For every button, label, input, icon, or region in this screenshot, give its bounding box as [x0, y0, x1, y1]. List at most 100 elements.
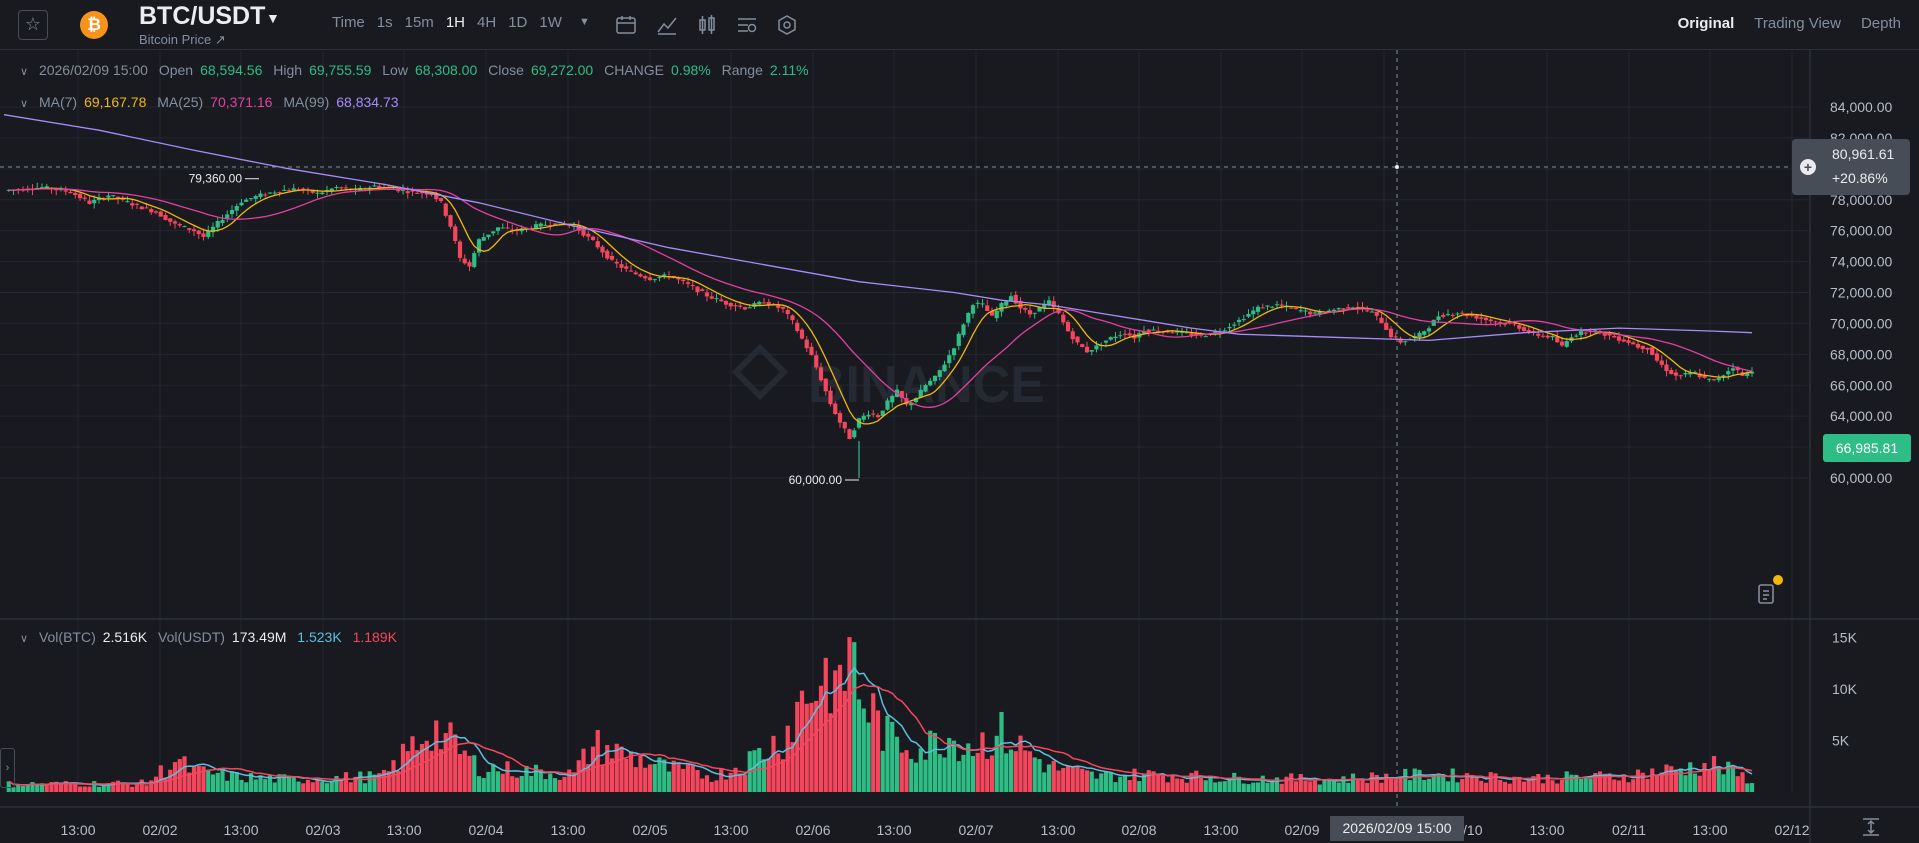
pair-title[interactable]: BTC/USDT	[139, 2, 266, 30]
volume-bar	[918, 748, 923, 792]
candlestick-chart[interactable]: 84,000.0082,000.0080,000.0078,000.0076,0…	[0, 50, 1919, 843]
x-tick-label: 13:00	[713, 822, 748, 838]
volume-bar	[628, 751, 634, 792]
collapse-chevron-icon[interactable]: ∨	[20, 66, 29, 78]
candle-body	[96, 197, 102, 201]
volume-bar	[733, 767, 738, 792]
volume-bar	[1669, 766, 1674, 792]
chart-type-icon[interactable]	[696, 14, 718, 36]
volume-bar	[1080, 768, 1085, 792]
volume-bar	[453, 734, 458, 792]
candle-body	[928, 380, 933, 386]
volume-bar	[1474, 777, 1479, 792]
candle-body	[875, 415, 881, 418]
candle-body	[1721, 375, 1726, 377]
expand-panel-chevron-icon[interactable]: ›	[0, 748, 15, 788]
add-alert-plus-icon[interactable]: +	[1800, 159, 1816, 175]
candle-body	[1521, 327, 1527, 332]
interval-1s[interactable]: 1s	[376, 14, 393, 31]
candle-body	[1075, 336, 1080, 343]
volume-bar	[1417, 769, 1422, 792]
candle-body	[1431, 319, 1436, 326]
volume-bar	[1597, 771, 1603, 792]
volume-bar	[842, 690, 847, 792]
interval-1d[interactable]: 1D	[508, 14, 528, 31]
volume-bar	[49, 782, 54, 792]
fit-scale-icon[interactable]	[1860, 816, 1882, 838]
volume-bar	[415, 750, 420, 792]
favorite-star-icon[interactable]: ☆	[18, 10, 48, 40]
volume-bar	[68, 783, 73, 792]
volume-bar	[576, 760, 581, 792]
candle-body	[201, 233, 206, 237]
candle-body	[1512, 323, 1517, 325]
volume-bar	[220, 768, 225, 792]
y-tick-label: 66,000.00	[1830, 377, 1892, 393]
volume-bar	[1127, 779, 1132, 792]
indicators-icon[interactable]	[656, 14, 678, 36]
low-value: 68,308.00	[414, 62, 478, 78]
volume-bar	[196, 765, 201, 792]
volume-bar	[296, 781, 301, 792]
pair-dropdown-caret-icon[interactable]: ▼	[266, 10, 280, 26]
candle-body	[1156, 330, 1161, 332]
volume-bar	[923, 759, 928, 792]
more-intervals-caret-icon[interactable]: ▼	[579, 16, 590, 28]
interval-1h[interactable]: 1H	[445, 14, 465, 31]
candle-body	[714, 298, 719, 300]
volume-bar	[723, 779, 729, 792]
volume-bar	[1745, 783, 1750, 792]
candle-body	[1046, 300, 1052, 306]
view-depth[interactable]: Depth	[1860, 15, 1901, 32]
candle-body	[472, 253, 477, 267]
volume-bar	[182, 756, 187, 792]
ma-collapse-chevron-icon[interactable]: ∨	[20, 98, 29, 110]
view-trading-view[interactable]: Trading View	[1754, 15, 1841, 32]
x-tick-label: 13:00	[386, 822, 421, 838]
volume-bar	[315, 779, 320, 792]
volume-bar	[1460, 779, 1465, 792]
date-range-icon[interactable]	[615, 14, 637, 36]
volume-bar	[1046, 764, 1052, 792]
candle-body	[685, 282, 691, 284]
vol-collapse-chevron-icon[interactable]: ∨	[20, 633, 29, 645]
candle-body	[424, 192, 429, 195]
interval-15m[interactable]: 15m	[404, 14, 434, 31]
volume-bar	[1540, 783, 1546, 792]
volume-bar	[961, 754, 966, 792]
bitcoin-price-link[interactable]: Bitcoin Price ↗	[139, 32, 226, 47]
candle-body	[923, 385, 928, 392]
candle-body	[576, 225, 581, 231]
volume-bar	[372, 774, 377, 792]
candle-body	[486, 234, 491, 238]
volume-bar	[1037, 759, 1042, 792]
interval-time[interactable]: Time	[332, 14, 365, 31]
candle-body	[54, 189, 59, 191]
volume-bar	[339, 779, 344, 792]
candle-body	[1241, 319, 1246, 321]
settings-hexagon-icon[interactable]	[776, 14, 798, 36]
volume-bar	[1208, 777, 1213, 792]
volume-bar	[847, 637, 852, 792]
volume-bar	[766, 758, 771, 792]
chart-settings-icon[interactable]	[736, 14, 758, 36]
vol-usdt-label: Vol(USDT)	[158, 629, 225, 645]
volume-bar	[130, 786, 135, 792]
orders-list-icon[interactable]	[1754, 582, 1778, 606]
volume-bar	[861, 708, 866, 792]
volume-bar	[1251, 782, 1256, 792]
interval-1w[interactable]: 1W	[539, 14, 562, 31]
volume-bar	[1346, 782, 1351, 792]
volume-bar	[1735, 776, 1740, 792]
interval-4h[interactable]: 4H	[477, 14, 497, 31]
volume-bar	[562, 776, 567, 792]
volume-bar	[894, 736, 900, 792]
candle-body	[410, 190, 415, 192]
volume-bar	[1569, 774, 1574, 792]
candle-body	[1189, 333, 1194, 336]
candle-body	[443, 203, 448, 216]
volume-bar	[153, 776, 159, 792]
volume-bar	[177, 759, 182, 792]
view-original[interactable]: Original	[1677, 15, 1735, 32]
x-tick-label: 02/04	[468, 822, 503, 838]
